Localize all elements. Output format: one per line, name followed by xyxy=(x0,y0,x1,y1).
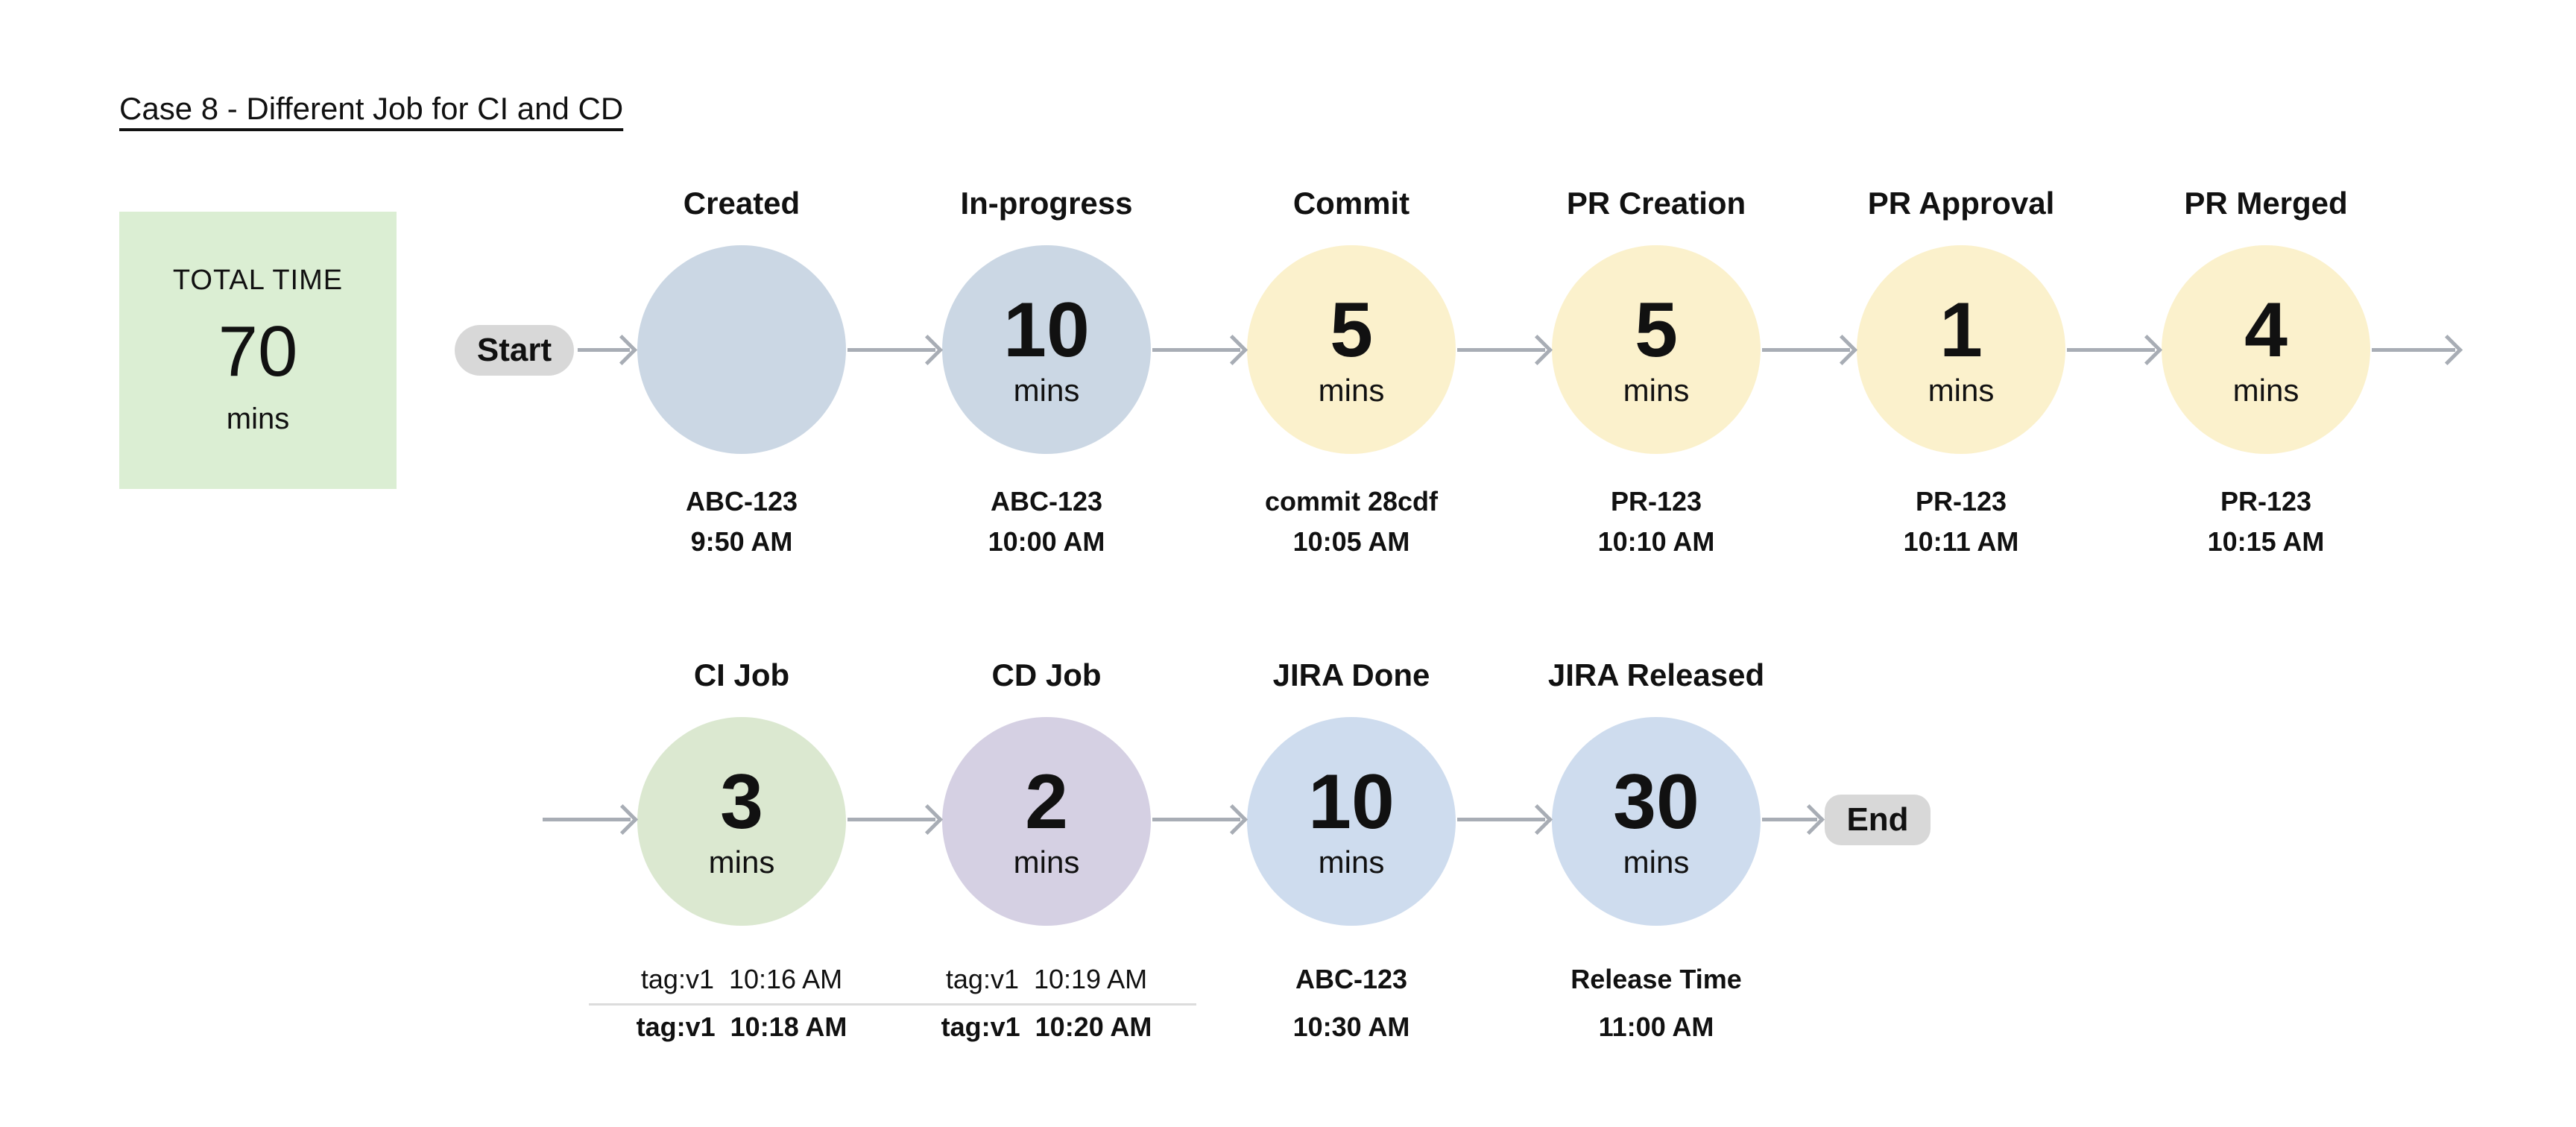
stage-circle: 10 mins xyxy=(1247,717,1456,926)
duration-value: 30 xyxy=(1613,759,1699,845)
caption-line2: 10:00 AM xyxy=(988,526,1105,557)
node-label: PR Creation xyxy=(1566,186,1746,221)
duration-unit: mins xyxy=(2232,373,2299,408)
caption-line1: ABC-123 xyxy=(1295,964,1408,994)
node-label: PR Merged xyxy=(2184,186,2348,221)
caption-line1: commit 28cdf xyxy=(1264,486,1439,517)
duration-unit: mins xyxy=(1318,845,1385,880)
flow-arrow xyxy=(847,818,935,821)
node-jira-released: JIRA Released 30 mins Release Time 11:00… xyxy=(1515,654,1798,1046)
duration-value: 10 xyxy=(1003,287,1090,373)
caption-line2: 10:05 AM xyxy=(1292,526,1410,557)
duration-value: 4 xyxy=(2244,287,2288,373)
duration-unit: mins xyxy=(1013,845,1080,880)
caption-line2: 10:15 AM xyxy=(2207,526,2325,557)
node-label: JIRA Done xyxy=(1272,657,1430,692)
stage-circle: 1 mins xyxy=(1857,245,2065,454)
caption-line1: ABC-123 xyxy=(685,486,798,517)
flow-arrow xyxy=(1457,818,1545,821)
caption-line1: PR-123 xyxy=(2220,486,2312,517)
stage-circle: 5 mins xyxy=(1247,245,1456,454)
node-pr-merged: PR Merged 4 mins PR-123 10:15 AM xyxy=(2124,183,2408,561)
node-jira-done: JIRA Done 10 mins ABC-123 10:30 AM xyxy=(1210,654,1493,1046)
caption-line1: ABC-123 xyxy=(990,486,1103,517)
flow-arrow xyxy=(2067,348,2155,352)
stage-circle: 4 mins xyxy=(2162,245,2370,454)
caption-line1: tag:v1 10:16 AM xyxy=(640,964,843,994)
caption-line2: tag:v1 10:20 AM xyxy=(941,1011,1152,1042)
node-label: PR Approval xyxy=(1867,186,2055,221)
total-time-label: TOTAL TIME xyxy=(172,265,344,296)
flow-arrow xyxy=(1762,348,1850,352)
node-label: CD Job xyxy=(991,657,1102,692)
flow-arrow xyxy=(1152,818,1240,821)
duration-unit: mins xyxy=(1013,373,1080,408)
caption-line1: PR-123 xyxy=(1610,486,1702,517)
caption-line2: 10:30 AM xyxy=(1292,1011,1410,1042)
stage-circle xyxy=(637,245,846,454)
caption-line1: tag:v1 10:19 AM xyxy=(945,964,1148,994)
duration-unit: mins xyxy=(1928,373,1995,408)
flow-arrow xyxy=(1457,348,1545,352)
stage-circle: 3 mins xyxy=(637,717,846,926)
total-time-value: 70 xyxy=(218,312,298,391)
page-title: Case 8 - Different Job for CI and CD xyxy=(119,91,624,126)
node-ci-job: CI Job 3 mins tag:v1 10:16 AM tag:v1 10:… xyxy=(600,654,883,1046)
caption-line1: Release Time xyxy=(1570,964,1742,994)
duration-unit: mins xyxy=(1623,373,1690,408)
caption-line2: 11:00 AM xyxy=(1598,1011,1714,1042)
end-pill: End xyxy=(1825,795,1931,845)
total-time-unit: mins xyxy=(226,402,290,435)
node-label: JIRA Released xyxy=(1547,657,1765,692)
duration-value: 5 xyxy=(1330,287,1373,373)
caption-line2: 10:11 AM xyxy=(1903,526,2019,557)
duration-value: 2 xyxy=(1025,759,1068,845)
duration-unit: mins xyxy=(708,845,775,880)
caption-line2: 10:10 AM xyxy=(1597,526,1715,557)
caption-line1: PR-123 xyxy=(1915,486,2007,517)
stage-circle: 30 mins xyxy=(1552,717,1761,926)
stage-circle: 2 mins xyxy=(942,717,1151,926)
duration-unit: mins xyxy=(1318,373,1385,408)
duration-value: 1 xyxy=(1939,287,1983,373)
duration-value: 3 xyxy=(720,759,763,845)
node-created: Created ABC-123 9:50 AM xyxy=(600,183,883,561)
node-pr-approval: PR Approval 1 mins PR-123 10:11 AM xyxy=(1819,183,2103,561)
flow-arrow-continuation xyxy=(2372,348,2455,352)
flow-arrow xyxy=(1762,818,1817,821)
caption-line2: 9:50 AM xyxy=(690,526,793,557)
duration-value: 10 xyxy=(1308,759,1395,845)
node-label: Created xyxy=(683,186,801,221)
flow-arrow xyxy=(847,348,935,352)
node-label: Commit xyxy=(1292,186,1410,221)
total-time-box: TOTAL TIME 70 mins xyxy=(119,212,397,489)
node-in-progress: In-progress 10 mins ABC-123 10:00 AM xyxy=(905,183,1188,561)
caption-divider xyxy=(589,1003,1196,1006)
flow-arrow xyxy=(578,348,630,352)
node-cd-job: CD Job 2 mins tag:v1 10:19 AM tag:v1 10:… xyxy=(905,654,1188,1046)
duration-unit: mins xyxy=(1623,845,1690,880)
start-pill: Start xyxy=(455,325,574,376)
node-label: CI Job xyxy=(693,657,790,692)
node-label: In-progress xyxy=(960,186,1133,221)
stage-circle: 10 mins xyxy=(942,245,1151,454)
caption-line2: tag:v1 10:18 AM xyxy=(636,1011,847,1042)
flow-arrow-continuation xyxy=(543,818,631,821)
node-commit: Commit 5 mins commit 28cdf 10:05 AM xyxy=(1210,183,1493,561)
flow-arrow xyxy=(1152,348,1240,352)
node-pr-creation: PR Creation 5 mins PR-123 10:10 AM xyxy=(1515,183,1798,561)
stage-circle: 5 mins xyxy=(1552,245,1761,454)
duration-value: 5 xyxy=(1635,287,1678,373)
